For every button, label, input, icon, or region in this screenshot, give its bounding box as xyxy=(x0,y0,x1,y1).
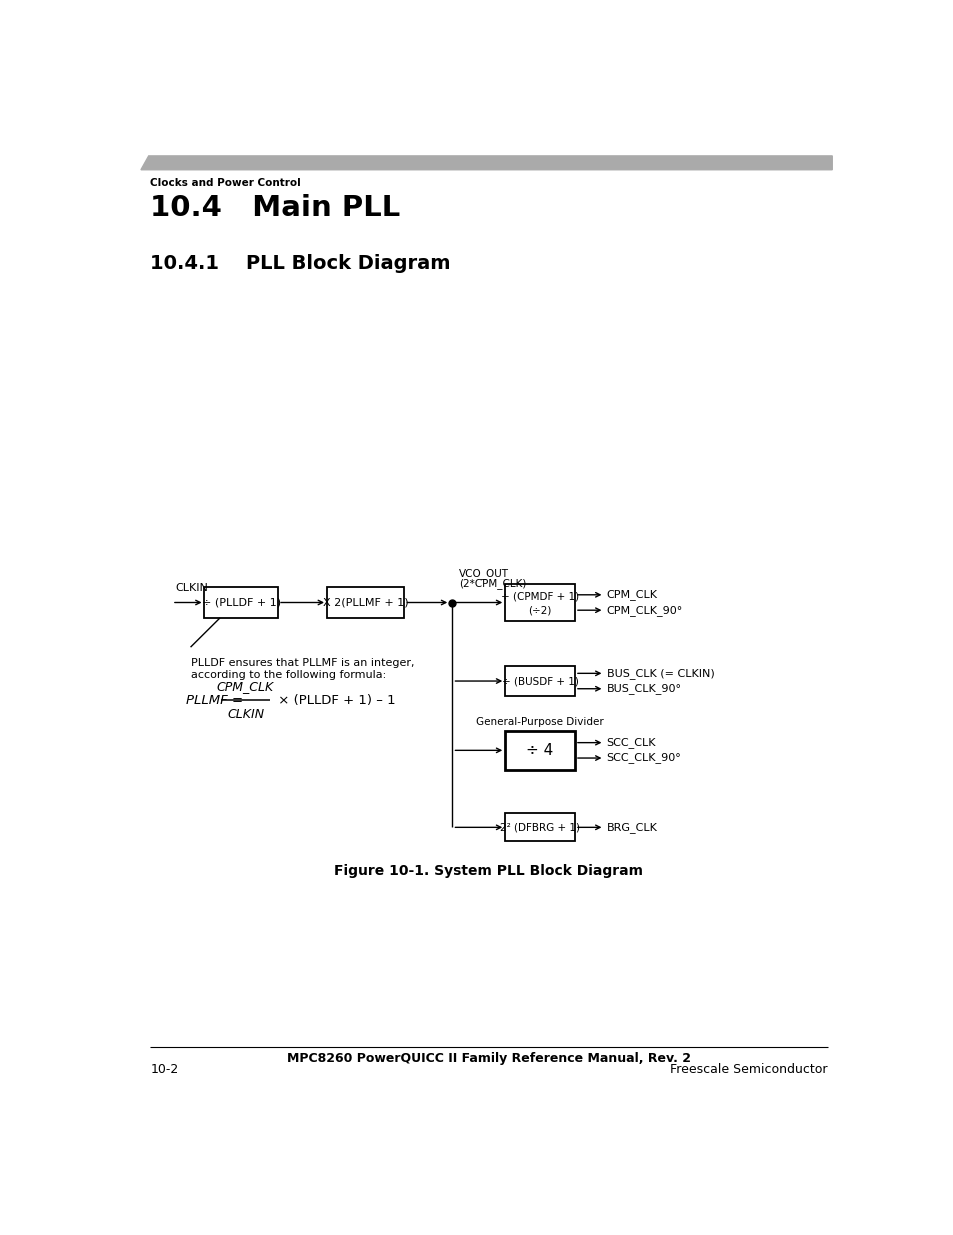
Text: X 2(PLLMF + 1): X 2(PLLMF + 1) xyxy=(322,598,408,608)
Text: Figure 10-1. System PLL Block Diagram: Figure 10-1. System PLL Block Diagram xyxy=(335,864,642,878)
Bar xyxy=(505,666,575,697)
Text: PLLMF =: PLLMF = xyxy=(186,694,247,706)
Text: ÷ (BUSDF + 1): ÷ (BUSDF + 1) xyxy=(501,676,578,685)
Text: CPM_CLK_90°: CPM_CLK_90° xyxy=(606,605,682,616)
Text: according to the following formula:: according to the following formula: xyxy=(191,671,385,680)
Text: 10.4   Main PLL: 10.4 Main PLL xyxy=(150,194,400,222)
Text: 10.4.1    PLL Block Diagram: 10.4.1 PLL Block Diagram xyxy=(150,253,450,273)
Text: SCC_CLK_90°: SCC_CLK_90° xyxy=(606,752,680,763)
Text: 10-2: 10-2 xyxy=(150,1063,178,1077)
Text: Freescale Semiconductor: Freescale Semiconductor xyxy=(669,1063,827,1077)
Bar xyxy=(505,731,575,769)
Text: (÷2): (÷2) xyxy=(528,605,551,615)
Text: BUS_CLK (= CLKIN): BUS_CLK (= CLKIN) xyxy=(606,668,714,679)
Text: CPM_CLK: CPM_CLK xyxy=(606,589,657,600)
Bar xyxy=(505,814,575,841)
Text: CLKIN: CLKIN xyxy=(175,583,209,593)
Text: CLKIN: CLKIN xyxy=(227,708,264,721)
Text: BUS_CLK_90°: BUS_CLK_90° xyxy=(606,683,681,694)
Text: PLLDF ensures that PLLMF is an integer,: PLLDF ensures that PLLMF is an integer, xyxy=(191,658,414,668)
Text: General-Purpose Divider: General-Purpose Divider xyxy=(476,718,603,727)
Text: MPC8260 PowerQUICC II Family Reference Manual, Rev. 2: MPC8260 PowerQUICC II Family Reference M… xyxy=(287,1052,690,1065)
Bar xyxy=(204,587,278,618)
Text: 2² (DFBRG + 1): 2² (DFBRG + 1) xyxy=(499,823,579,832)
Text: ÷ (PLLDF + 1): ÷ (PLLDF + 1) xyxy=(201,598,280,608)
Text: ÷ 4: ÷ 4 xyxy=(526,742,553,758)
Text: (2*CPM_CLK): (2*CPM_CLK) xyxy=(458,578,525,589)
Text: × (PLLDF + 1) – 1: × (PLLDF + 1) – 1 xyxy=(274,694,395,706)
Text: Clocks and Power Control: Clocks and Power Control xyxy=(150,178,301,188)
Text: SCC_CLK: SCC_CLK xyxy=(606,737,656,748)
Text: BRG_CLK: BRG_CLK xyxy=(606,821,657,832)
Bar xyxy=(327,587,404,618)
Text: CPM_CLK: CPM_CLK xyxy=(216,679,274,693)
Bar xyxy=(505,584,575,621)
Polygon shape xyxy=(141,156,831,169)
Text: VCO_OUT: VCO_OUT xyxy=(458,568,508,579)
Text: ÷ (CPMDF + 1): ÷ (CPMDF + 1) xyxy=(500,592,578,601)
